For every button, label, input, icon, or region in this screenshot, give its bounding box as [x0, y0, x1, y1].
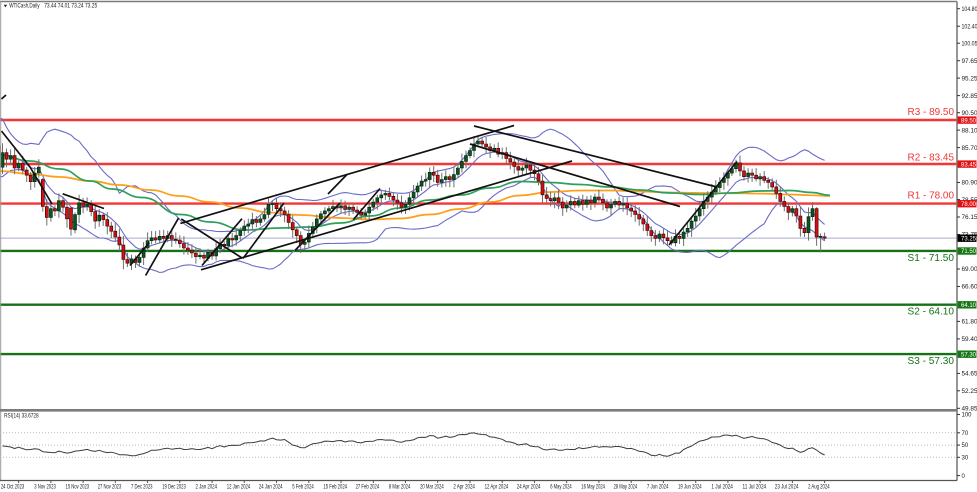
svg-text:R1 - 78.00: R1 - 78.00: [908, 190, 955, 202]
svg-text:71.50: 71.50: [961, 249, 977, 255]
svg-text:70: 70: [962, 431, 969, 437]
svg-text:RSI(14) 33.6728: RSI(14) 33.6728: [4, 413, 39, 419]
svg-text:52.25: 52.25: [962, 389, 977, 395]
svg-text:76.15: 76.15: [962, 215, 977, 221]
svg-text:5 Feb 2024: 5 Feb 2024: [292, 485, 314, 491]
svg-text:69.00: 69.00: [962, 267, 977, 273]
svg-text:100: 100: [962, 413, 973, 419]
svg-text:24 Jan 2024: 24 Jan 2024: [259, 485, 283, 491]
svg-text:7 Jun 2024: 7 Jun 2024: [647, 485, 669, 491]
svg-text:92.85: 92.85: [962, 94, 977, 100]
svg-text:12 Apr 2024: 12 Apr 2024: [485, 485, 509, 491]
svg-text:S3 - 57.30: S3 - 57.30: [908, 355, 955, 367]
svg-text:24 Oct 2023: 24 Oct 2023: [1, 485, 25, 491]
svg-text:78.00: 78.00: [961, 202, 977, 208]
svg-text:28 May 2024: 28 May 2024: [614, 485, 638, 491]
svg-text:3 Nov 2023: 3 Nov 2023: [34, 485, 56, 491]
svg-text:20 Mar 2024: 20 Mar 2024: [420, 485, 444, 491]
svg-text:8 Mar 2024: 8 Mar 2024: [389, 485, 411, 491]
svg-text:50: 50: [962, 443, 969, 449]
svg-text:88.10: 88.10: [962, 128, 977, 134]
svg-text:57.30: 57.30: [961, 352, 977, 358]
svg-text:11 Jul 2024: 11 Jul 2024: [743, 485, 767, 491]
svg-text:2 Aug 2024: 2 Aug 2024: [808, 485, 830, 491]
svg-text:23 Jul 2024: 23 Jul 2024: [775, 485, 799, 491]
svg-text:S1 - 71.50: S1 - 71.50: [908, 252, 955, 264]
svg-text:0: 0: [962, 474, 966, 480]
svg-text:12 Jan 2024: 12 Jan 2024: [227, 485, 251, 491]
svg-text:66.60: 66.60: [962, 285, 977, 291]
svg-text:59.40: 59.40: [962, 337, 977, 343]
svg-text:24 Apr 2024: 24 Apr 2024: [517, 485, 541, 491]
svg-text:61.80: 61.80: [962, 320, 977, 326]
svg-text:95.25: 95.25: [962, 76, 977, 82]
svg-text:64.10: 64.10: [961, 303, 977, 309]
svg-text:15 Nov 2023: 15 Nov 2023: [66, 485, 90, 491]
svg-text:80.90: 80.90: [962, 181, 977, 187]
svg-text:102.40: 102.40: [962, 24, 977, 30]
svg-text:30: 30: [962, 456, 969, 462]
svg-text:54.65: 54.65: [962, 372, 977, 378]
svg-text:27 Nov 2023: 27 Nov 2023: [98, 485, 122, 491]
svg-text:19 Dec 2023: 19 Dec 2023: [162, 485, 186, 491]
svg-text:83.45: 83.45: [961, 162, 977, 168]
svg-text:R3 - 89.50: R3 - 89.50: [908, 106, 955, 118]
svg-text:49.85: 49.85: [962, 407, 977, 413]
svg-text:7 Dec 2023: 7 Dec 2023: [131, 485, 153, 491]
svg-text:15 Feb 2024: 15 Feb 2024: [323, 485, 347, 491]
svg-text:2 Apr 2024: 2 Apr 2024: [453, 485, 475, 491]
svg-text:R2 - 83.45: R2 - 83.45: [908, 152, 955, 164]
svg-text:100.05: 100.05: [962, 41, 977, 47]
svg-text:16 May 2024: 16 May 2024: [581, 485, 605, 491]
svg-text:104.80: 104.80: [962, 7, 977, 13]
svg-text:73.25: 73.25: [961, 236, 977, 242]
svg-text:97.65: 97.65: [962, 59, 977, 65]
svg-text:89.50: 89.50: [961, 118, 977, 124]
svg-text:6 May 2024: 6 May 2024: [550, 485, 572, 491]
svg-text:19 Jun 2024: 19 Jun 2024: [678, 485, 702, 491]
svg-text:90.50: 90.50: [962, 111, 977, 117]
svg-text:85.70: 85.70: [962, 146, 977, 152]
svg-text:1 Jul 2024: 1 Jul 2024: [711, 485, 733, 491]
svg-text:2 Jan 2024: 2 Jan 2024: [196, 485, 218, 491]
svg-text:S2 - 64.10: S2 - 64.10: [908, 306, 955, 318]
svg-text:27 Feb 2024: 27 Feb 2024: [356, 485, 380, 491]
svg-text:WTICash,Daily: WTICash,Daily: [9, 4, 39, 10]
svg-text:73.44 74.01 73.24 73.25: 73.44 74.01 73.24 73.25: [44, 4, 98, 10]
